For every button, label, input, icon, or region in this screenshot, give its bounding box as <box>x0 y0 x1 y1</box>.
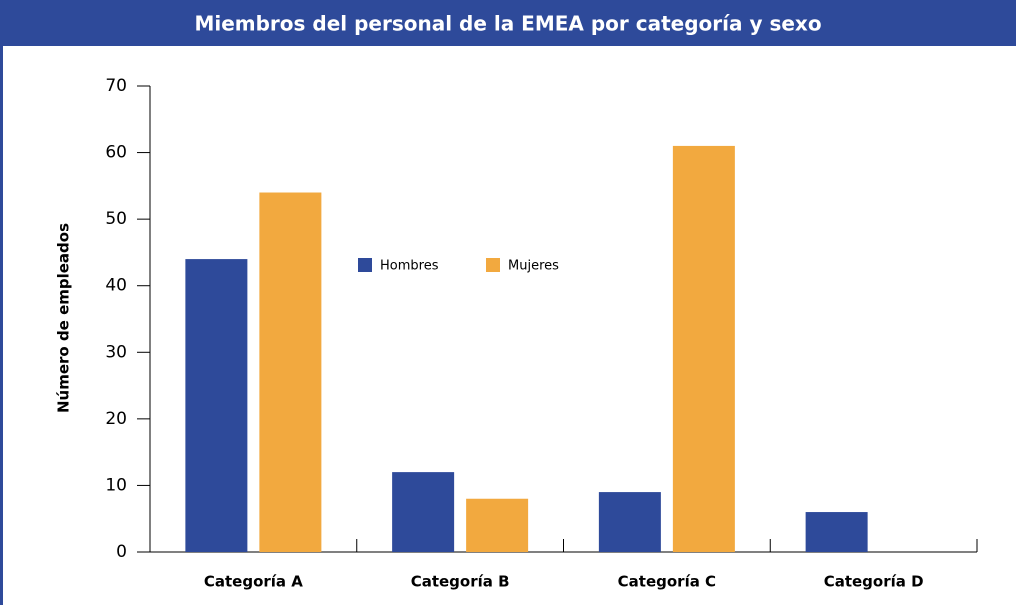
y-tick-label: 40 <box>105 276 127 296</box>
y-tick-label: 30 <box>105 342 127 362</box>
legend-label: Hombres <box>380 259 439 274</box>
bar <box>259 192 322 552</box>
y-tick-label: 60 <box>105 143 127 163</box>
y-tick-label: 10 <box>105 475 127 495</box>
bar <box>672 145 735 552</box>
y-axis-label: Número de empleados <box>55 223 73 413</box>
title-banner <box>0 0 1016 46</box>
legend-label: Mujeres <box>508 259 559 274</box>
x-tick-label: Categoría D <box>824 573 924 591</box>
bar <box>805 512 868 552</box>
x-tick-label: Categoría C <box>618 573 716 591</box>
bar <box>598 492 661 552</box>
bar <box>466 498 529 552</box>
x-tick-label: Categoría A <box>204 573 303 591</box>
bar <box>185 259 248 552</box>
x-tick-label: Categoría B <box>411 573 510 591</box>
bar <box>392 472 455 552</box>
y-tick-label: 70 <box>105 76 127 96</box>
legend-swatch <box>358 258 372 272</box>
y-tick-label: 50 <box>105 209 127 229</box>
y-tick-label: 0 <box>116 542 127 562</box>
y-tick-label: 20 <box>105 409 127 429</box>
chart-title: Miembros del personal de la EMEA por cat… <box>194 12 821 36</box>
legend-swatch <box>486 258 500 272</box>
